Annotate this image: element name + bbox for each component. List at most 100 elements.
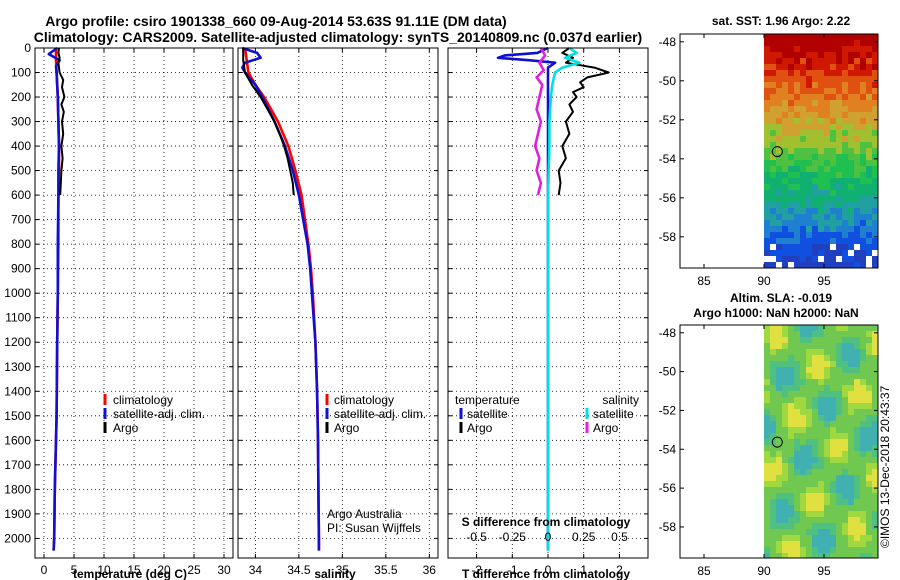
map-cell bbox=[782, 325, 788, 331]
map-cell bbox=[788, 415, 794, 421]
map-cell bbox=[800, 178, 806, 184]
map-cell bbox=[794, 481, 800, 487]
map-cell bbox=[866, 106, 872, 112]
map-cell bbox=[824, 238, 830, 244]
map-cell bbox=[872, 76, 878, 82]
map-cell bbox=[770, 52, 776, 58]
map-cell bbox=[854, 190, 860, 196]
map-cell bbox=[860, 343, 866, 349]
legend-label: Argo bbox=[113, 421, 139, 435]
map-cell bbox=[824, 250, 830, 256]
map-cell bbox=[800, 427, 806, 433]
map-cell bbox=[872, 58, 878, 64]
map-cell bbox=[806, 40, 812, 46]
map-cell bbox=[830, 427, 836, 433]
map-cell bbox=[794, 160, 800, 166]
map-cell bbox=[824, 100, 830, 106]
map-cell bbox=[782, 343, 788, 349]
map-cell bbox=[842, 481, 848, 487]
map-cell bbox=[806, 529, 812, 535]
map-cell bbox=[872, 553, 878, 558]
map-cell bbox=[806, 106, 812, 112]
map-cell bbox=[848, 451, 854, 457]
map-cell bbox=[776, 172, 782, 178]
map-cell bbox=[830, 517, 836, 523]
map-cell bbox=[806, 262, 812, 268]
map-cell bbox=[788, 541, 794, 547]
map-cell bbox=[812, 325, 818, 331]
map-cell bbox=[770, 58, 776, 64]
map-cell bbox=[770, 256, 776, 262]
map-cell bbox=[782, 250, 788, 256]
map-cell bbox=[794, 202, 800, 208]
map-cell bbox=[800, 40, 806, 46]
map-cell bbox=[770, 244, 776, 250]
x-tick-label: 0 bbox=[545, 563, 552, 577]
map-cell bbox=[824, 469, 830, 475]
map-cell bbox=[836, 427, 842, 433]
map-cell bbox=[776, 64, 782, 70]
map-cell bbox=[776, 190, 782, 196]
map-cell bbox=[854, 202, 860, 208]
map-cell bbox=[824, 523, 830, 529]
map-cell bbox=[812, 82, 818, 88]
map-cell bbox=[764, 88, 770, 94]
map-cell bbox=[842, 331, 848, 337]
map-cell bbox=[836, 184, 842, 190]
map-cell bbox=[866, 445, 872, 451]
map-cell bbox=[812, 46, 818, 52]
map-cell bbox=[800, 415, 806, 421]
map-cell bbox=[782, 130, 788, 136]
map-cell bbox=[824, 130, 830, 136]
map-cell bbox=[800, 529, 806, 535]
map-cell bbox=[842, 244, 848, 250]
map-cell bbox=[872, 421, 878, 427]
map-cell bbox=[830, 493, 836, 499]
map-cell bbox=[866, 94, 872, 100]
map-cell bbox=[848, 220, 854, 226]
map-cell bbox=[782, 208, 788, 214]
map-cell bbox=[776, 463, 782, 469]
map-cell bbox=[848, 445, 854, 451]
map-cell bbox=[866, 154, 872, 160]
map-cell bbox=[842, 34, 848, 40]
map-cell bbox=[818, 46, 824, 52]
map-cell bbox=[866, 34, 872, 40]
map-cell bbox=[794, 343, 800, 349]
map-cell bbox=[782, 256, 788, 262]
map-cell bbox=[776, 118, 782, 124]
map-cell bbox=[866, 238, 872, 244]
map-cell bbox=[800, 34, 806, 40]
map-cell bbox=[812, 481, 818, 487]
map-cell bbox=[830, 220, 836, 226]
map-cell bbox=[818, 160, 824, 166]
map-cell bbox=[848, 439, 854, 445]
map-cell bbox=[812, 421, 818, 427]
x2-tick-label: -0.5 bbox=[466, 530, 487, 544]
map-cell bbox=[830, 505, 836, 511]
map-cell bbox=[824, 409, 830, 415]
map-cell bbox=[800, 172, 806, 178]
map-cell bbox=[866, 100, 872, 106]
map-cell bbox=[812, 220, 818, 226]
map-cell bbox=[842, 385, 848, 391]
map-cell bbox=[794, 553, 800, 558]
map-cell bbox=[806, 136, 812, 142]
map-cell bbox=[764, 373, 770, 379]
map-cell bbox=[872, 523, 878, 529]
map-cell bbox=[872, 70, 878, 76]
map-cell bbox=[866, 439, 872, 445]
map-cell bbox=[842, 343, 848, 349]
map-cell bbox=[836, 166, 842, 172]
map-cell bbox=[842, 148, 848, 154]
map-cell bbox=[824, 166, 830, 172]
map-cell bbox=[818, 367, 824, 373]
map-cell bbox=[848, 256, 854, 262]
map-cell bbox=[818, 409, 824, 415]
map-cell bbox=[764, 469, 770, 475]
map-cell bbox=[812, 232, 818, 238]
map-cell bbox=[788, 451, 794, 457]
map-cell bbox=[848, 172, 854, 178]
map-cell bbox=[776, 154, 782, 160]
